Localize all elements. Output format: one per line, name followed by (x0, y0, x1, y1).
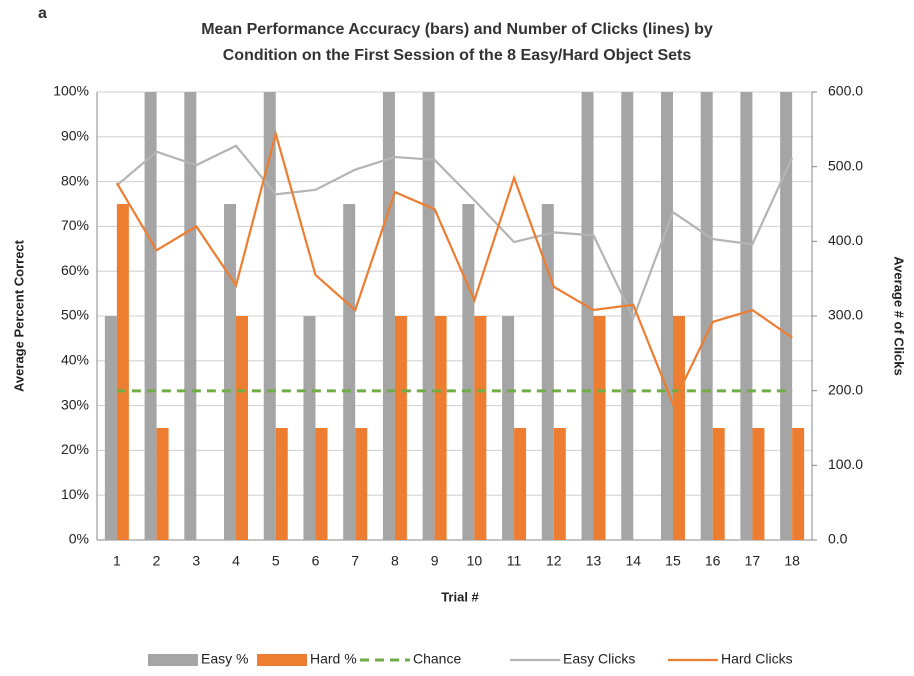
bar (315, 428, 328, 540)
x-tick-label: 15 (665, 553, 681, 569)
y-tick-label: 50% (61, 307, 89, 323)
x-tick-label: 16 (705, 553, 721, 569)
x-tick-label: 7 (351, 553, 359, 569)
bar (144, 92, 157, 540)
legend-swatch (148, 654, 198, 666)
y-tick-label: 40% (61, 352, 89, 368)
y2-tick-label: 500.0 (828, 157, 863, 173)
bar (621, 92, 634, 540)
chart-title: Condition on the First Session of the 8 … (223, 47, 692, 64)
legend-label: Chance (413, 651, 461, 667)
line-series (115, 129, 793, 407)
bar (672, 316, 685, 540)
bar (156, 428, 169, 540)
bar (422, 92, 435, 540)
bar (275, 428, 288, 540)
bar (502, 316, 515, 540)
x-tick-label: 14 (625, 553, 641, 569)
x-tick-label: 5 (272, 553, 280, 569)
bar (434, 316, 447, 540)
x-tick-label: 4 (232, 553, 240, 569)
chart-title: Mean Performance Accuracy (bars) and Num… (201, 21, 713, 38)
y-tick-label: 10% (61, 486, 89, 502)
y-tick-label: 70% (61, 217, 89, 233)
y-tick-label: 90% (61, 128, 89, 144)
bar (712, 428, 725, 540)
bar (184, 92, 197, 540)
y-tick-label: 0% (69, 531, 89, 547)
legend-label: Hard % (310, 651, 357, 667)
bar (303, 316, 316, 540)
bar (780, 92, 793, 540)
bar (224, 204, 237, 540)
bar (355, 428, 368, 540)
y-axis-title: Average Percent Correct (11, 239, 26, 392)
bar (593, 316, 606, 540)
bar (462, 204, 475, 540)
bar (236, 316, 249, 540)
bar (792, 428, 805, 540)
x-tick-label: 11 (507, 553, 522, 569)
bar (541, 204, 554, 540)
bar (263, 92, 276, 540)
y-tick-label: 80% (61, 172, 89, 188)
x-tick-label: 6 (312, 553, 320, 569)
x-tick-label: 1 (113, 553, 121, 569)
x-tick-label: 17 (745, 553, 761, 569)
x-tick-label: 18 (784, 553, 800, 569)
y2-axis-title: Average # of Clicks (892, 256, 907, 375)
bar (474, 316, 487, 540)
bar (514, 428, 527, 540)
line-series (116, 144, 794, 322)
panel-label: a (38, 5, 47, 22)
legend-label: Hard Clicks (721, 651, 793, 667)
legend-label: Easy Clicks (563, 651, 635, 667)
y-tick-label: 20% (61, 441, 89, 457)
legend-swatch (257, 654, 307, 666)
y2-tick-label: 100.0 (828, 456, 863, 472)
y2-tick-label: 0.0 (828, 531, 848, 547)
y2-tick-label: 300.0 (828, 307, 863, 323)
bar (553, 428, 566, 540)
x-tick-label: 2 (153, 553, 161, 569)
y2-tick-label: 400.0 (828, 232, 863, 248)
x-axis-title: Trial # (441, 589, 479, 604)
bar (752, 428, 765, 540)
y-tick-label: 30% (61, 396, 89, 412)
x-tick-label: 9 (431, 553, 439, 569)
x-tick-label: 13 (586, 553, 602, 569)
legend-label: Easy % (201, 651, 248, 667)
bar (104, 316, 117, 540)
bar (700, 92, 713, 540)
y-tick-label: 60% (61, 262, 89, 278)
bar (740, 92, 753, 540)
bar (343, 204, 356, 540)
bar (581, 92, 594, 540)
bar (394, 316, 407, 540)
y2-tick-label: 200.0 (828, 381, 863, 397)
x-tick-label: 3 (192, 553, 200, 569)
bar (660, 92, 673, 540)
y2-tick-label: 600.0 (828, 83, 863, 99)
y-tick-label: 100% (53, 83, 89, 99)
x-tick-label: 10 (467, 553, 483, 569)
x-tick-label: 8 (391, 553, 399, 569)
x-tick-label: 12 (546, 553, 562, 569)
bar (116, 204, 129, 540)
